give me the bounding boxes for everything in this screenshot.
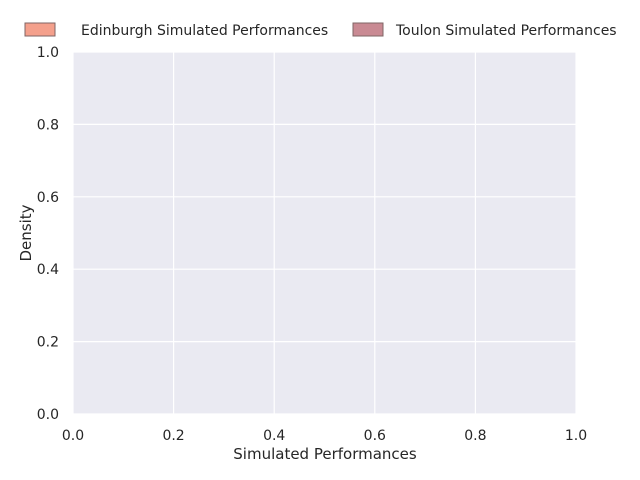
plot-area: [73, 52, 576, 414]
y-axis-label: Density: [17, 204, 35, 261]
x-axis-label: Simulated Performances: [233, 445, 417, 463]
x-tick-label: 1.0: [565, 428, 587, 444]
legend-label-edinburgh: Edinburgh Simulated Performances: [81, 23, 328, 39]
x-tick-label: 0.0: [62, 428, 84, 444]
x-tick-label: 0.8: [464, 428, 486, 444]
x-tick-label: 0.6: [364, 428, 386, 444]
y-tick-label: 1.0: [37, 45, 59, 61]
y-tick-label: 0.4: [37, 262, 59, 278]
y-tick-label: 0.6: [37, 190, 59, 206]
legend-swatch-toulon: [352, 22, 384, 37]
y-tick-label: 0.0: [37, 407, 59, 423]
y-tick-label: 0.2: [37, 335, 59, 351]
legend-swatch-edinburgh: [24, 22, 56, 37]
x-tick-label: 0.2: [162, 428, 184, 444]
legend: Edinburgh Simulated Performances Toulon …: [24, 22, 617, 39]
y-tick-labels: 0.0 0.2 0.4 0.6 0.8 1.0: [37, 45, 59, 423]
x-tick-labels: 0.0 0.2 0.4 0.6 0.8 1.0: [62, 428, 587, 444]
x-tick-label: 0.4: [263, 428, 285, 444]
y-tick-label: 0.8: [37, 117, 59, 133]
legend-label-toulon: Toulon Simulated Performances: [395, 23, 617, 39]
grid: [72, 51, 577, 415]
